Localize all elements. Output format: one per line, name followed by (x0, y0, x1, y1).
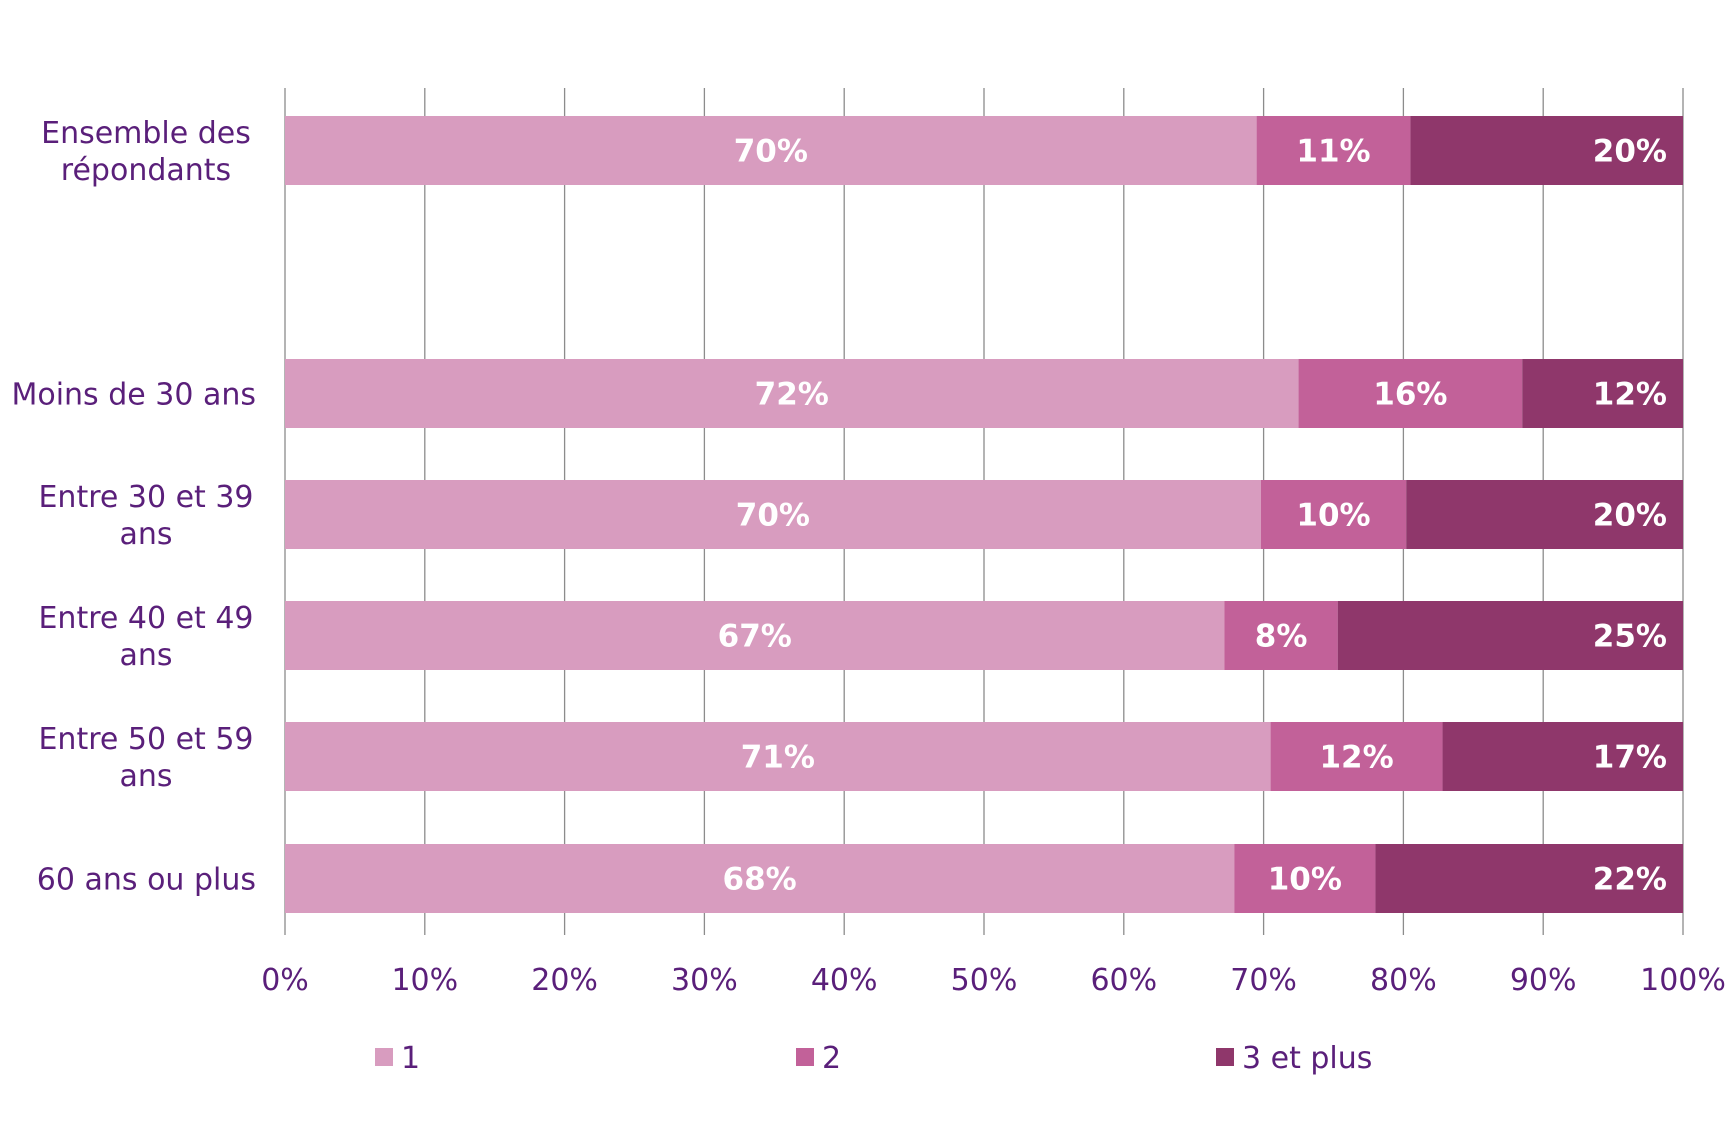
data-label: 12% (1319, 740, 1393, 776)
data-label: 20% (1593, 498, 1667, 534)
category-label-line: ans (119, 517, 172, 552)
data-label: 71% (741, 740, 815, 776)
x-tick-label: 60% (1090, 963, 1157, 998)
legend-item-2: 3 et plus (1216, 1041, 1372, 1076)
legend-label: 2 (822, 1041, 841, 1076)
x-tick-label: 0% (261, 963, 309, 998)
bar-segment-series-0-cat-3 (285, 601, 1225, 670)
category-label: Entre 40 et 49 ans (38, 601, 253, 673)
bar-segment-series-1-cat-0 (1256, 116, 1411, 185)
bar-segment-series-2-cat-1 (1522, 359, 1683, 428)
data-label: 70% (736, 498, 810, 534)
bars (285, 116, 1683, 913)
bar-segment-series-0-cat-4 (285, 722, 1271, 791)
category-label: Entre 30 et 39 ans (38, 480, 253, 552)
x-tick-label: 80% (1370, 963, 1437, 998)
category-label-line: 60 ans ou plus (37, 863, 256, 898)
category-label-line: Entre 40 et 49 (38, 601, 253, 636)
bar-segment-series-1-cat-3 (1224, 601, 1338, 670)
bar-segment-series-2-cat-0 (1410, 116, 1683, 185)
category-label: 60 ans ou plus (37, 863, 256, 898)
legend-swatch (1216, 1048, 1234, 1066)
x-tick-label: 40% (811, 963, 878, 998)
x-tick-label: 70% (1230, 963, 1297, 998)
bar-segment-series-1-cat-1 (1298, 359, 1523, 428)
data-label: 17% (1593, 740, 1667, 776)
data-label: 22% (1593, 862, 1667, 898)
bar-segment-series-1-cat-4 (1270, 722, 1443, 791)
legend-label: 1 (401, 1041, 420, 1076)
category-label-line: Ensemble des (41, 116, 251, 151)
legend: 1 2 3 et plus (375, 1041, 1372, 1076)
data-label: 10% (1268, 862, 1342, 898)
legend-swatch (796, 1048, 814, 1066)
category-label: Moins de 30 ans (11, 378, 256, 413)
category-label: Ensemble des répondants (41, 116, 251, 188)
legend-label: 3 et plus (1242, 1041, 1372, 1076)
bar-segment-series-2-cat-2 (1406, 480, 1683, 549)
legend-swatch (375, 1048, 393, 1066)
data-label: 67% (718, 619, 792, 655)
x-tick-label: 50% (951, 963, 1018, 998)
x-tick-label: 30% (671, 963, 738, 998)
bar-segment-series-2-cat-4 (1442, 722, 1683, 791)
bar-segment-series-1-cat-2 (1260, 480, 1407, 549)
category-label: Entre 50 et 59 ans (38, 722, 253, 794)
data-label: 16% (1373, 377, 1447, 413)
x-tick-label: 100% (1640, 963, 1726, 998)
bar-segment-series-0-cat-0 (285, 116, 1257, 185)
category-label-line: Entre 30 et 39 (38, 480, 253, 515)
bar-segment-series-0-cat-1 (285, 359, 1299, 428)
bar-segment-series-0-cat-2 (285, 480, 1261, 549)
data-label: 25% (1593, 619, 1667, 655)
bar-segment-series-2-cat-3 (1337, 601, 1683, 670)
data-labels: 70% 11% 20% 72% 16% 12% 70% 10% 20% 67% 8% 25% 71% 12… (718, 134, 1667, 898)
x-tick-label: 90% (1510, 963, 1577, 998)
category-label-line: Moins de 30 ans (11, 378, 256, 413)
x-tick-label: 10% (391, 963, 458, 998)
data-label: 12% (1593, 377, 1667, 413)
legend-item-0: 1 (375, 1041, 420, 1076)
data-label: 11% (1296, 134, 1370, 170)
data-label: 68% (723, 862, 797, 898)
data-label: 20% (1593, 134, 1667, 170)
category-label-line: répondants (61, 153, 231, 188)
bar-segment-series-0-cat-5 (285, 844, 1235, 913)
category-label-line: ans (119, 759, 172, 794)
data-label: 8% (1255, 619, 1308, 655)
category-label-line: ans (119, 638, 172, 673)
x-tick-label: 20% (531, 963, 598, 998)
data-label: 10% (1296, 498, 1370, 534)
category-label-line: Entre 50 et 59 (38, 722, 253, 757)
bar-segment-series-1-cat-5 (1234, 844, 1376, 913)
value-axis: 0% 10% 20% 30% 40% 50% 60% 70% 80% 90% 100% (261, 963, 1726, 998)
legend-item-1: 2 (796, 1041, 841, 1076)
category-axis: Ensemble des répondants Moins de 30 ans Ent… (11, 116, 256, 898)
data-label: 72% (755, 377, 829, 413)
data-label: 70% (734, 134, 808, 170)
bar-segment-series-2-cat-5 (1375, 844, 1683, 913)
